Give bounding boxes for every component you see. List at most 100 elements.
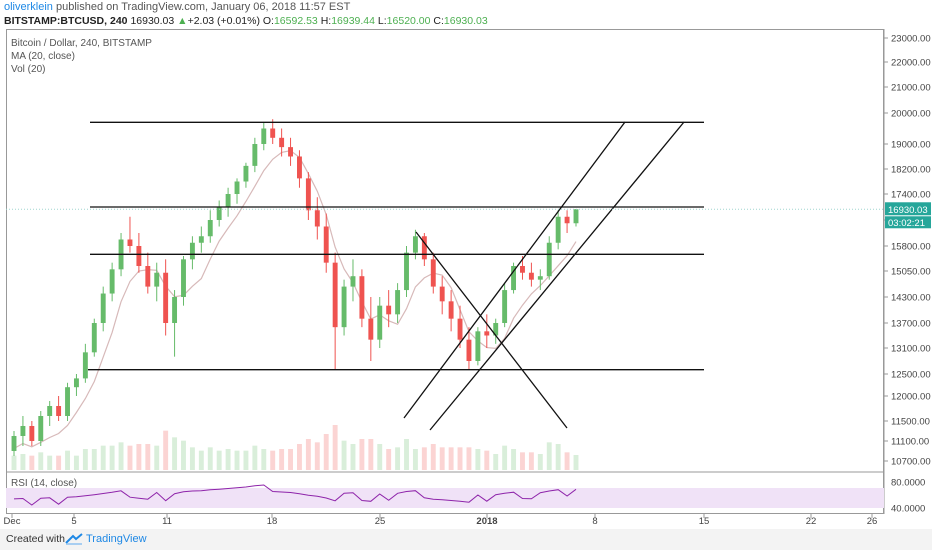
close-value: 16930.03 xyxy=(443,15,488,27)
x-tick-label: 26 xyxy=(867,516,878,527)
y-tick-label: 15050.00 xyxy=(891,267,931,278)
volume-bar xyxy=(11,455,17,470)
volume-bar xyxy=(127,445,133,470)
volume-bar xyxy=(207,447,213,470)
candle-body xyxy=(323,226,329,263)
volume-bar xyxy=(305,439,311,470)
x-tick-label: 22 xyxy=(806,516,817,527)
candle-body xyxy=(573,209,579,224)
volume-bar xyxy=(38,452,44,470)
volume-bar xyxy=(109,445,115,470)
low-value: 16520.00 xyxy=(386,15,431,27)
x-tick-label: Dec xyxy=(4,516,21,527)
candle-body xyxy=(439,286,445,302)
y-tick-label: 21000.00 xyxy=(891,83,931,94)
open-label: O: xyxy=(262,15,274,27)
trend-line xyxy=(403,121,626,419)
candle-body xyxy=(109,269,115,294)
volume-bar xyxy=(377,444,383,470)
high-label: H: xyxy=(320,15,332,27)
volume-bar xyxy=(537,454,543,470)
candle-body xyxy=(11,436,17,451)
rsi-tick-label: 80.0000 xyxy=(891,478,925,489)
rsi-band xyxy=(6,488,884,508)
y-tick-label: 23000.00 xyxy=(891,34,931,45)
volume-bar xyxy=(564,452,570,470)
x-tick-label: 25 xyxy=(375,516,386,527)
candle-body xyxy=(368,318,374,340)
volume-bar xyxy=(484,450,490,470)
publish-info: oliverklein published on TradingView.com… xyxy=(4,1,350,13)
open-value: 16592.53 xyxy=(273,15,318,27)
volume-bar xyxy=(270,450,276,470)
countdown-label: 03:02:21 xyxy=(888,218,925,229)
volume-bar xyxy=(73,455,79,470)
tradingview-brand[interactable]: TradingView xyxy=(86,533,147,545)
x-tick-label: 18 xyxy=(267,516,278,527)
x-tick-label: 2018 xyxy=(476,516,497,527)
candle-body xyxy=(555,216,561,243)
y-tick-label: 13100.00 xyxy=(891,344,931,355)
volume-bar xyxy=(493,454,499,470)
volume-bar xyxy=(91,449,97,470)
candle-body xyxy=(270,128,276,138)
candle-body xyxy=(520,266,525,273)
candle-body xyxy=(172,297,178,323)
volume-bar xyxy=(225,449,231,470)
candle-body xyxy=(332,262,338,328)
volume-bar xyxy=(573,455,579,470)
candle-body xyxy=(386,305,392,315)
volume-bar xyxy=(100,445,106,470)
volume-bar xyxy=(198,450,204,470)
volume-bar xyxy=(261,449,267,470)
volume-bar xyxy=(341,440,347,470)
candle-body xyxy=(65,387,70,416)
candle-body xyxy=(359,276,365,319)
candle-body xyxy=(341,286,347,328)
volume-bar xyxy=(288,449,293,470)
candle-body xyxy=(252,144,258,166)
y-tick-label: 11500.00 xyxy=(891,417,930,428)
volume-bar xyxy=(47,455,53,470)
candle-body xyxy=(430,259,436,287)
x-tick-label: 8 xyxy=(592,516,597,527)
candle-body xyxy=(288,147,293,157)
candle-body xyxy=(216,207,222,220)
author-name[interactable]: oliverklein xyxy=(4,1,53,13)
volume-bar xyxy=(475,449,481,470)
candle-body xyxy=(207,220,213,237)
volume-bar xyxy=(457,447,463,470)
volume-bar xyxy=(136,444,142,470)
volume-bar xyxy=(412,449,418,470)
ma-legend[interactable]: MA (20, close) xyxy=(11,51,75,62)
candle-body xyxy=(528,272,534,280)
candle-body xyxy=(243,165,249,182)
candle-body xyxy=(314,210,320,227)
candle-body xyxy=(350,276,356,287)
candle-body xyxy=(38,416,44,441)
last-price-label: 16930.03 xyxy=(888,205,928,216)
trend-line xyxy=(415,231,568,429)
volume-bar xyxy=(404,439,409,470)
volume-bar xyxy=(172,437,178,470)
candle-body xyxy=(181,259,186,297)
volume-bar xyxy=(528,452,534,470)
volume-bar xyxy=(511,449,517,470)
candle-body xyxy=(457,318,463,340)
rsi-legend[interactable]: RSI (14, close) xyxy=(11,478,78,489)
volume-bar xyxy=(181,440,186,470)
candle-body xyxy=(127,239,133,246)
volume-bar xyxy=(118,442,124,470)
candle-body xyxy=(511,266,517,291)
volume-bar xyxy=(359,439,365,470)
candle-body xyxy=(73,378,79,388)
y-tick-label: 19000.00 xyxy=(891,140,931,151)
candle-body xyxy=(493,323,499,336)
high-value: 16939.44 xyxy=(331,15,375,27)
y-tick-label: 15800.00 xyxy=(891,242,931,253)
vol-legend[interactable]: Vol (20) xyxy=(11,64,46,75)
y-tick-label: 18200.00 xyxy=(891,165,931,176)
rsi-tick-label: 40.0000 xyxy=(891,504,925,515)
candle-body xyxy=(412,236,418,253)
